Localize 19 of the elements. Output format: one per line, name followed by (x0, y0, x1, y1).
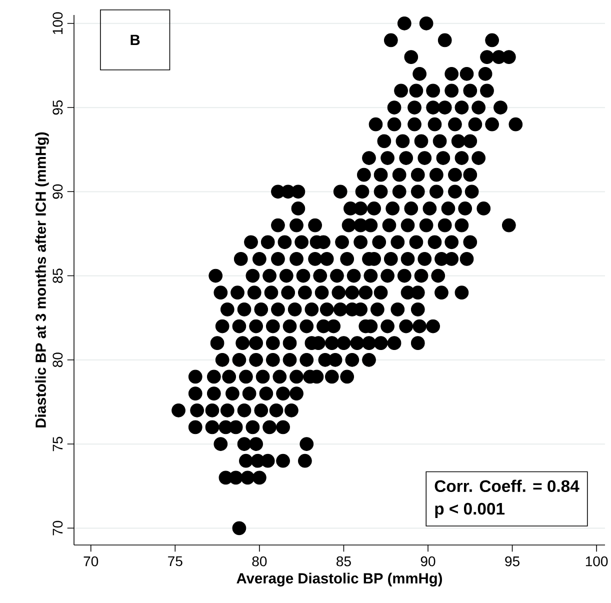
x-tick-label: 70 (84, 556, 98, 566)
x-tick-label: 95 (505, 556, 520, 566)
y-tick-label: 70 (52, 520, 63, 536)
y-tick-label: 100 (52, 12, 63, 34)
annotation: Corr. Coeff. = 0.84 (434, 480, 580, 492)
y-axis-title: Diastolic BP at 3 months after ICH (mmHg) (35, 132, 49, 428)
y-tick-label: 95 (52, 100, 63, 115)
y-tick-label: 90 (52, 184, 63, 199)
x-tick-label: 85 (336, 556, 351, 566)
annotation: p < 0.001 (435, 502, 505, 518)
x-tick-label: 75 (168, 556, 182, 566)
y-tick-label: 75 (52, 436, 63, 452)
x-tick-label: 100 (586, 556, 608, 566)
y-tick-label: 80 (52, 352, 63, 368)
annotation: B (130, 34, 140, 45)
x-tick-label: 90 (420, 556, 436, 566)
y-tick-label: 85 (52, 268, 63, 283)
x-axis-title: Average Diastolic BP (mmHg) (236, 572, 442, 587)
x-tick-label: 80 (252, 556, 267, 566)
